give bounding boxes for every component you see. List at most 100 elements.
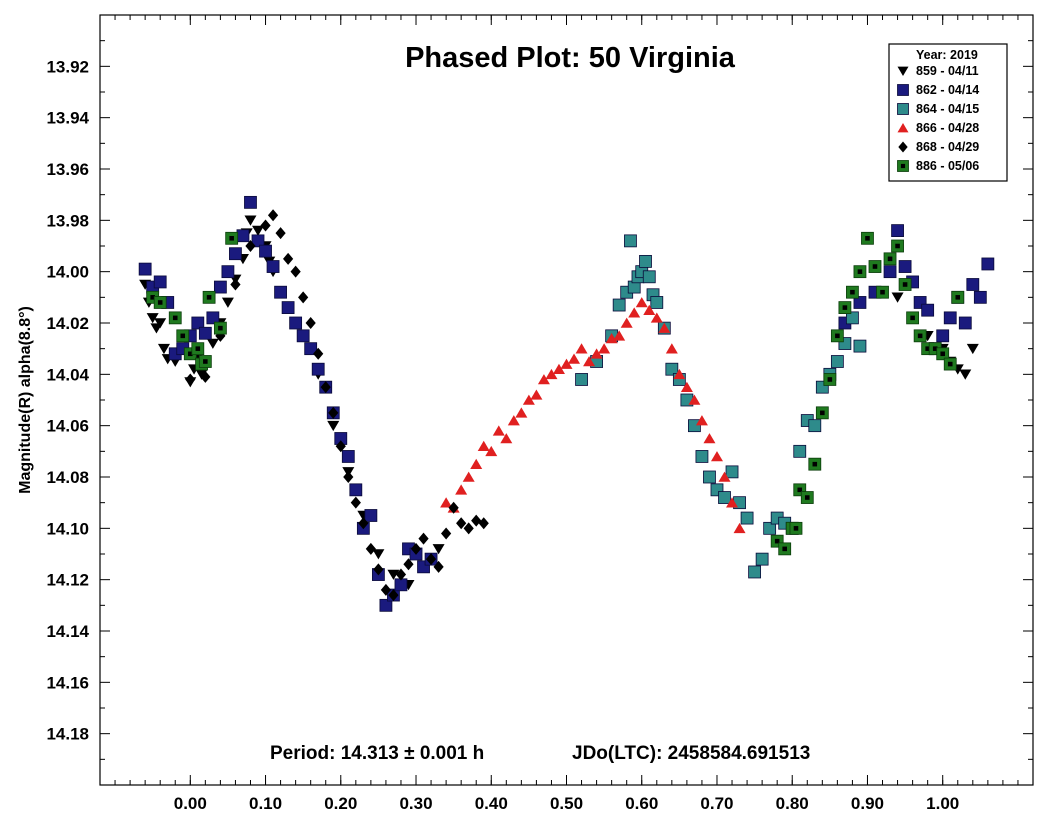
data-point [213, 321, 227, 335]
y-tick-label: 14.00 [46, 263, 89, 282]
data-point [185, 373, 196, 386]
data-point [853, 296, 867, 309]
data-point [537, 374, 550, 385]
marker-dot [895, 243, 900, 249]
legend-marker [897, 84, 909, 96]
data-point [500, 433, 513, 444]
data-point [688, 394, 701, 405]
data-point [583, 356, 596, 367]
legend-marker [897, 160, 909, 172]
data-point [154, 318, 167, 329]
data-point [898, 260, 912, 273]
data-point [688, 419, 701, 433]
marker-dot [947, 361, 953, 367]
data-point [590, 348, 603, 359]
legend-label: 886 - 05/06 [916, 159, 979, 173]
data-point [853, 339, 867, 353]
marker-dot [820, 410, 825, 416]
y-tick-label: 14.02 [46, 314, 89, 333]
marker-dot [900, 163, 906, 169]
marker-dot [804, 495, 810, 500]
marker-dot [797, 487, 803, 493]
data-point [778, 542, 792, 556]
data-point [830, 329, 844, 343]
data-point [703, 470, 716, 484]
data-point [966, 278, 980, 291]
legend-marker [897, 103, 909, 115]
data-point [432, 544, 445, 555]
marker-dot [188, 351, 193, 357]
data-point [492, 425, 505, 436]
data-point [936, 329, 950, 343]
x-tick-label: 0.90 [851, 794, 884, 813]
data-point [225, 231, 239, 245]
data-point [891, 239, 904, 253]
data-point [635, 297, 648, 308]
data-point [507, 415, 520, 426]
data-point [335, 440, 346, 453]
data-point [658, 322, 671, 333]
marker-dot [206, 295, 212, 300]
data-point [470, 458, 483, 469]
data-points [138, 195, 995, 612]
data-point [981, 257, 995, 271]
x-tick-label: 0.70 [700, 794, 733, 813]
data-point [252, 225, 265, 236]
marker-dot [932, 346, 938, 351]
data-point [153, 275, 167, 289]
data-point [327, 420, 340, 432]
data-point [891, 292, 904, 303]
data-point [830, 355, 844, 368]
y-tick-label: 13.92 [46, 57, 89, 76]
data-point [612, 298, 626, 312]
x-tick-label: 1.00 [926, 794, 959, 813]
data-point [575, 343, 588, 354]
data-point [168, 311, 182, 325]
data-point [138, 262, 152, 276]
data-point [202, 290, 216, 304]
data-point [718, 471, 731, 482]
data-point [364, 509, 378, 522]
data-point [959, 369, 972, 380]
marker-dot [793, 526, 799, 531]
marker-dot [887, 256, 893, 262]
data-point [275, 227, 286, 240]
data-point [710, 451, 723, 462]
x-tick-label: 0.10 [249, 794, 282, 813]
marker-dot [195, 346, 201, 351]
data-point [349, 483, 363, 497]
x-tick-label: 0.80 [776, 794, 809, 813]
data-point [695, 450, 709, 463]
data-point [448, 501, 459, 514]
data-point [198, 326, 212, 340]
chart-title: Phased Plot: 50 Virginia [405, 42, 736, 74]
marker-dot [157, 300, 163, 305]
data-point [157, 343, 170, 355]
data-point [471, 514, 482, 527]
data-point [876, 285, 889, 299]
marker-dot [218, 325, 223, 331]
series-2 [575, 234, 867, 579]
data-point [906, 311, 920, 325]
data-point [838, 301, 852, 315]
data-point [403, 558, 414, 571]
marker-dot [865, 236, 870, 241]
y-tick-label: 14.04 [46, 365, 89, 384]
data-point [456, 517, 467, 530]
legend-label: 859 - 04/11 [916, 64, 979, 78]
data-point [680, 381, 693, 392]
data-point [305, 317, 316, 329]
data-point [733, 522, 746, 534]
data-point [808, 457, 822, 471]
data-point [665, 343, 678, 354]
data-point [380, 583, 392, 596]
data-point [643, 304, 656, 315]
legend: Year: 2019 859 - 04/11 862 - 04/14 864 - 0… [888, 43, 1008, 182]
data-point [267, 209, 279, 222]
data-point [478, 517, 489, 530]
data-point [206, 338, 219, 349]
data-point [725, 465, 739, 479]
marker-dot [917, 333, 923, 339]
data-point [624, 234, 637, 248]
